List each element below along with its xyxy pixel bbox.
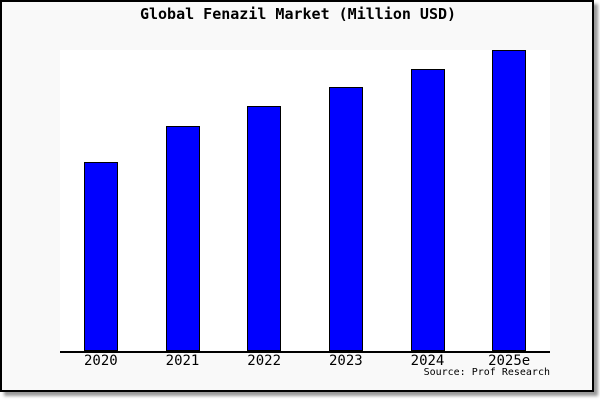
x-tick-label: 2020 [83,353,118,369]
bar-2022 [247,106,282,351]
bar-2025e [492,50,527,351]
x-axis-labels: 2020 2021 2022 2023 2024 2025e [60,354,550,370]
source-credit: Source: Prof Research [423,367,550,378]
x-tick-label: 2025e [488,353,531,369]
chart-title: Global Fenazil Market (Million USD) [139,5,457,23]
x-tick-label: 2023 [328,353,363,369]
bar-2023 [328,87,363,351]
bar-2024 [410,69,445,351]
x-tick-label: 2022 [247,353,282,369]
bar-2021 [165,126,200,351]
x-tick-label: 2024 [410,353,445,369]
plot-area [60,50,550,353]
bar-2020 [83,162,118,351]
x-tick-label: 2021 [165,353,200,369]
